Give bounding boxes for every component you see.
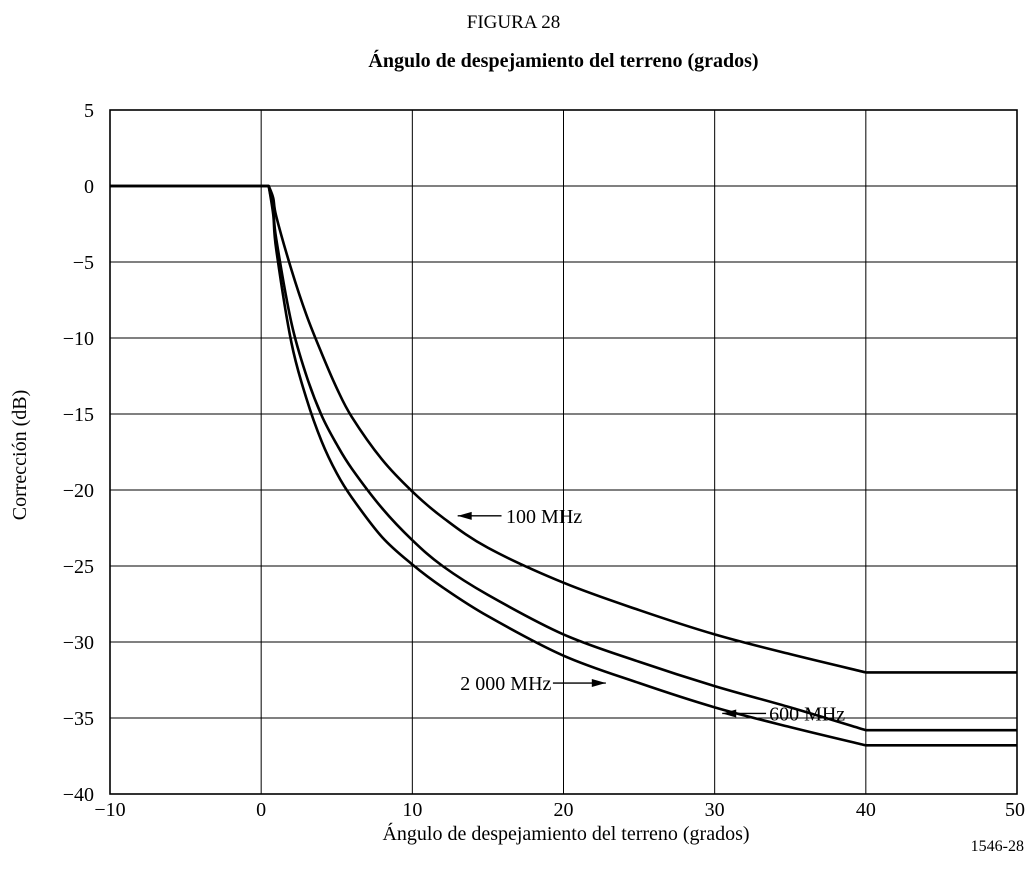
annotation-label-600mhz: 600 MHz — [769, 703, 845, 725]
y-tick-label: −15 — [63, 404, 94, 426]
y-tick-label: −35 — [63, 708, 94, 730]
series-line-600mhz — [110, 184, 1017, 732]
figure-code: 1546-28 — [971, 838, 1024, 855]
annotation-arrowhead-100mhz — [457, 511, 472, 520]
annotation-label-100mhz: 100 MHz — [506, 506, 582, 528]
x-tick-label: −10 — [94, 799, 125, 821]
y-tick-label: 0 — [84, 176, 94, 198]
annotation-arrowhead-600mhz — [722, 709, 737, 718]
y-axis-tick-labels: 5 0 −5 −10 −15 −20 −25 −30 −35 −40 — [63, 100, 94, 806]
x-axis-label: Ángulo de despejamiento del terreno (gra… — [382, 822, 749, 845]
x-tick-label: 40 — [856, 799, 876, 821]
y-tick-label: −20 — [63, 480, 94, 502]
figure-label: FIGURA 28 — [466, 12, 561, 33]
chart-title: Ángulo de despejamiento del terreno (gra… — [368, 50, 759, 72]
y-tick-label: −40 — [63, 784, 94, 806]
annotation-arrowhead-2000mhz — [591, 679, 606, 688]
y-tick-label: −5 — [73, 252, 94, 274]
y-axis-label: Corrección (dB) — [9, 390, 31, 521]
y-tick-label: −30 — [63, 632, 94, 654]
series-line-100mhz — [110, 184, 1017, 674]
plot-frame — [109, 109, 1018, 795]
y-tick-label: −25 — [63, 556, 94, 578]
x-tick-label: 10 — [402, 799, 422, 821]
series-lines — [110, 184, 1017, 747]
x-tick-label: 30 — [705, 799, 725, 821]
annotation-label-2000mhz: 2 000 MHz — [460, 673, 551, 695]
y-tick-label: −10 — [63, 328, 94, 350]
annotations: 100 MHz 600 MHz 2 000 MHz — [457, 506, 845, 725]
x-tick-label: 0 — [256, 799, 266, 821]
series-line-2000mhz — [110, 184, 1017, 747]
y-tick-label: 5 — [84, 100, 94, 122]
x-tick-label: 20 — [554, 799, 574, 821]
grid-lines — [110, 110, 1017, 794]
x-tick-label: 50 — [1005, 799, 1025, 821]
x-axis-tick-labels: −10 0 10 20 30 40 50 — [94, 799, 1025, 821]
